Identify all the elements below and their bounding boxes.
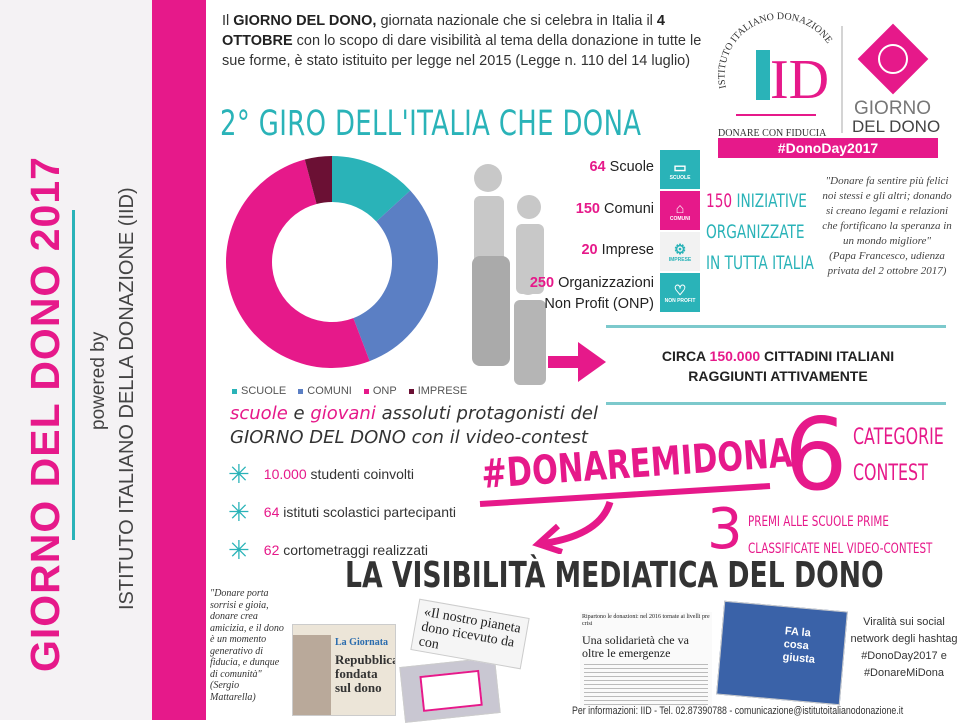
section-heading: 2° GIRO DELL'ITALIA CHE DONA	[220, 104, 642, 144]
bullet-cortometraggi: ✳ 62 cortometraggi realizzati	[228, 535, 428, 565]
protagonisti-text: scuole e giovani assoluti protagonisti d…	[230, 403, 598, 448]
svg-text:DONARE CON FIDUCIA: DONARE CON FIDUCIA	[718, 128, 827, 139]
donut-slice-imprese	[304, 156, 332, 205]
svg-text:ID: ID	[770, 49, 829, 111]
viral-text: Viralità sui social network degli hashta…	[850, 616, 958, 679]
legend-item-onp: ONP	[363, 384, 397, 398]
sidebar	[0, 0, 152, 720]
legend-swatch	[363, 388, 369, 394]
donut-slice-onp	[226, 159, 370, 368]
heart-icon: ♡ NON PROFIT	[660, 273, 700, 312]
tv-screenshot-fa-la-cosa-giusta: FA la cosa giusta	[716, 600, 848, 706]
asterisk-icon: ✳	[228, 497, 250, 527]
organization-name: ISTITUTO ITALIANO DELLA DONAZIONE (IID)	[116, 187, 138, 610]
legend-item-comuni: COMUNI	[298, 384, 352, 398]
pink-stripe	[152, 0, 206, 720]
legend-swatch	[408, 388, 414, 394]
papa-quote: "Donare fa sentire più felici noi stessi…	[822, 175, 952, 277]
stat-scuole: 64 Scuole	[589, 159, 654, 175]
categories-label: CATEGORIE CONTEST	[853, 425, 944, 486]
bullet-studenti: ✳ 10.000 studenti coinvolti	[228, 459, 415, 489]
divider-top	[606, 325, 946, 328]
gears-icon: ⚙ IMPRESE	[660, 232, 700, 271]
bullet-istituti: ✳ 64 istituti scolastici partecipanti	[228, 497, 457, 527]
donut-slice-scuole	[332, 156, 411, 222]
donut-chart	[226, 156, 439, 368]
legend-item-imprese: IMPRESE	[408, 384, 467, 398]
stat-onp: 250 Organizzazioni Non Profit (ONP)	[529, 275, 654, 312]
tv-screenshot	[399, 657, 501, 723]
citizens-reached: CIRCA 150.000 CITTADINI ITALIANI RAGGIUNT…	[661, 348, 895, 384]
category-icons: ▭ SCUOLE ⌂ COMUNI ⚙ IMPRESE ♡ NON PROFIT	[660, 150, 700, 314]
intro-text: Il GIORNO DEL DONO, giornata nazionale c…	[222, 13, 702, 69]
people-icon	[472, 164, 546, 385]
legend-item-scuole: SCUOLE	[232, 384, 286, 398]
legend-swatch	[298, 388, 304, 394]
stat-imprese: 20 Imprese	[581, 242, 654, 258]
press-clip-pianeta: «Il nostro pianeta dono ricevuto da con	[410, 598, 530, 670]
asterisk-icon: ✳	[228, 459, 250, 489]
prizes-number: 3	[707, 497, 743, 562]
footer-contact: Per informazioni: IID - Tel. 02.87390788…	[572, 705, 904, 717]
donut-slice-comuni	[353, 190, 439, 362]
powered-by: powered by	[88, 331, 109, 430]
legend-swatch	[232, 388, 237, 394]
prizes-label: PREMI ALLE SCUOLE PRIME CLASSIFICATE NEL …	[748, 514, 933, 557]
svg-text:DEL DONO: DEL DONO	[852, 117, 940, 136]
building-icon: ⌂ COMUNI	[660, 191, 700, 230]
arrow-right-icon	[548, 342, 606, 382]
title-divider	[72, 210, 75, 540]
mattarella-quote: "Donare porta sorrisi e gioia, donare cr…	[210, 588, 284, 703]
press-clip-solidarieta: Ripartono le donazioni: nel 2016 tornate…	[580, 612, 712, 710]
svg-text:GIORNO: GIORNO	[854, 98, 931, 119]
book-icon: ▭ SCUOLE	[660, 150, 700, 189]
press-clip-repubblica: La Giornata Repubblica fondata sul dono	[292, 624, 396, 716]
poster-title: GIORNO DEL DONO 2017	[22, 156, 68, 672]
media-heading: LA VISIBILITÀ MEDIATICA DEL DONO	[345, 555, 884, 596]
divider-bottom	[606, 402, 946, 405]
asterisk-icon: ✳	[228, 535, 250, 565]
iniziative-text: 150 INIZIATIVE ORGANIZZATE IN TUTTA ITALIA	[706, 190, 814, 274]
svg-text:#DonoDay2017: #DonoDay2017	[778, 140, 879, 156]
logo: ISTITUTO ITALIANO DONAZIONE ID DONARE CO…	[706, 8, 952, 158]
categories-number: 6	[784, 396, 848, 513]
chart-legend: SCUOLE COMUNI ONP IMPRESE	[232, 384, 467, 398]
stat-comuni: 150 Comuni	[575, 201, 654, 217]
curved-arrow-icon	[479, 483, 771, 554]
